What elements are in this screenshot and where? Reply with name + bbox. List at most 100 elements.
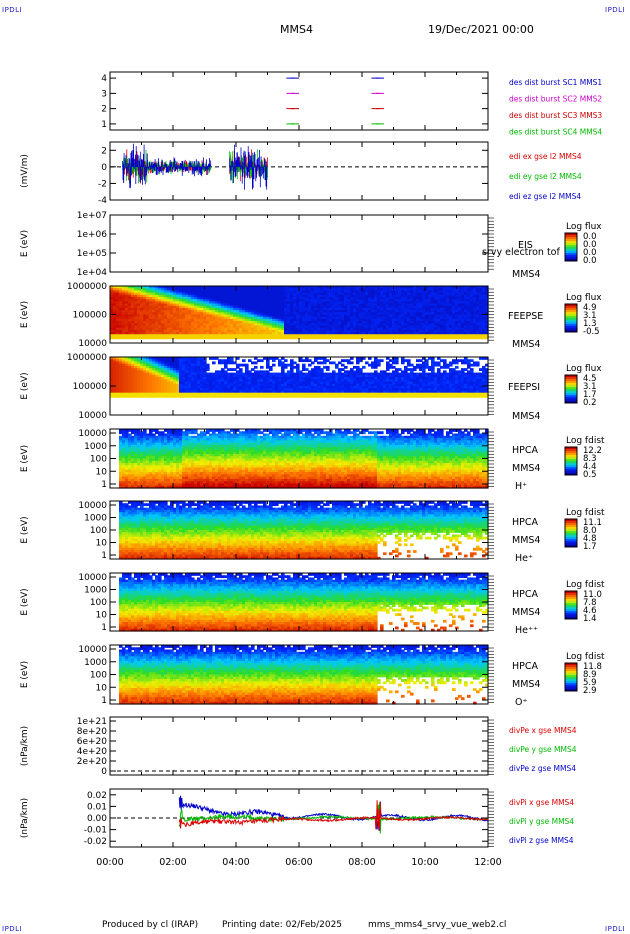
spectrogram-cell (263, 374, 267, 378)
spectrogram-cell (437, 357, 441, 360)
spectrogram-cell (281, 286, 285, 289)
spectrogram-cell (161, 379, 165, 383)
spectrogram-cell (383, 392, 387, 396)
spectrogram-cell (221, 390, 225, 394)
spectrogram-cell (317, 301, 321, 305)
spectrogram-cell (236, 390, 240, 394)
spectrogram-cell (155, 386, 159, 389)
spectrogram-cell (179, 312, 183, 316)
spectrogram-cell (329, 379, 333, 383)
spectrogram-cell (233, 394, 237, 398)
spectrogram-cell (116, 325, 120, 329)
spectrogram-cell (434, 323, 438, 327)
spectrogram-cell (245, 329, 249, 333)
spectrogram-cell (161, 314, 165, 318)
time-ticks (109, 72, 489, 130)
spectrogram-cell (110, 372, 114, 376)
spectrogram-cell (476, 299, 480, 302)
spectrogram-cell (116, 386, 120, 389)
spectrogram-cell (260, 318, 264, 322)
spectrogram-cell (155, 379, 159, 383)
spectrogram-cell (179, 388, 183, 392)
spectrogram-cell (392, 312, 396, 316)
spectrogram-cell (125, 334, 129, 338)
spectrogram-cell (254, 310, 258, 313)
spectrogram-cell (407, 310, 411, 313)
spectrogram-cell (479, 334, 483, 338)
spectrogram-cell (215, 312, 219, 316)
spectrogram-cell (137, 296, 141, 300)
spectrogram-cell (191, 312, 195, 316)
spectrogram-cell (278, 310, 282, 313)
spectrogram-cell (446, 327, 450, 331)
spectrogram-cell (299, 299, 303, 302)
spectrogram-cell (245, 383, 249, 387)
spectrogram-cell (428, 286, 432, 289)
spectrogram-cell (350, 386, 354, 389)
spectrogram-cell (443, 327, 447, 331)
spectrogram-cell (293, 379, 297, 383)
spectrogram-cell (356, 357, 360, 360)
spectrogram-cell (194, 301, 198, 305)
spectrogram-cell (164, 303, 168, 307)
spectrogram-cell (323, 334, 327, 338)
spectrogram-cell (188, 290, 192, 294)
spectrogram-cell (119, 390, 123, 394)
spectrogram-cell (134, 372, 138, 376)
spectrogram-cell (362, 365, 366, 369)
spectrogram-cell (122, 336, 126, 340)
spectrogram-cell (473, 336, 477, 340)
spectrogram-cell (290, 303, 294, 307)
spectrogram-cell (185, 359, 189, 363)
spectrogram-cell (341, 394, 345, 398)
spectrogram-cell (443, 318, 447, 322)
spectrogram-cell (443, 329, 447, 333)
spectrogram-cell (233, 310, 237, 313)
spectrogram-cell (170, 394, 174, 398)
spectrogram-cell (305, 323, 309, 327)
spectrogram-cell (158, 334, 162, 338)
spectrogram-cell (272, 329, 276, 333)
spectrogram-cell (110, 321, 114, 324)
spectrogram-cell (455, 323, 459, 327)
spectrogram-cell (290, 329, 294, 333)
spectrogram-cell (131, 392, 135, 396)
spectrogram-cell (152, 314, 156, 318)
spectrogram-cell (329, 383, 333, 387)
spectrogram-cell (401, 327, 405, 331)
spectrogram-cell (110, 388, 114, 392)
spectrogram-cell (275, 290, 279, 294)
spectrogram-cell (320, 368, 324, 371)
spectrogram-cell (254, 321, 258, 324)
spectrogram-cell (212, 381, 216, 385)
spectrogram-cell (437, 299, 441, 302)
spectrogram-cell (170, 316, 174, 320)
spectrogram-cell (173, 292, 177, 296)
spectrogram-cell (137, 357, 141, 360)
spectrogram-cell (359, 301, 363, 305)
spectrogram-cell (455, 327, 459, 331)
spectrogram-cell (314, 383, 318, 387)
spectrogram-cell (113, 363, 117, 367)
spectrogram-cell (242, 388, 246, 392)
spectrogram-cell (245, 379, 249, 383)
spectrogram-cell (380, 370, 384, 374)
spectrogram-cell (332, 303, 336, 307)
spectrogram-cell (446, 379, 450, 383)
spectrogram-cell (128, 363, 132, 367)
spectrogram-cell (278, 390, 282, 394)
spectrogram-cell (179, 316, 183, 320)
spectrogram-cell (272, 332, 276, 335)
spectrogram-cell (239, 307, 243, 311)
spectrogram-cell (383, 332, 387, 335)
spectrogram-cell (371, 312, 375, 316)
spectrogram-cell (179, 294, 183, 298)
spectrogram-cell (215, 303, 219, 307)
spectrogram-cell (122, 334, 126, 338)
spectrogram-cell (230, 312, 234, 316)
spectrogram-cell (407, 332, 411, 335)
spectrogram-cell (329, 301, 333, 305)
spectrogram-cell (266, 327, 270, 331)
spectrogram-cell (152, 357, 156, 360)
spectrogram-cell (479, 303, 483, 307)
